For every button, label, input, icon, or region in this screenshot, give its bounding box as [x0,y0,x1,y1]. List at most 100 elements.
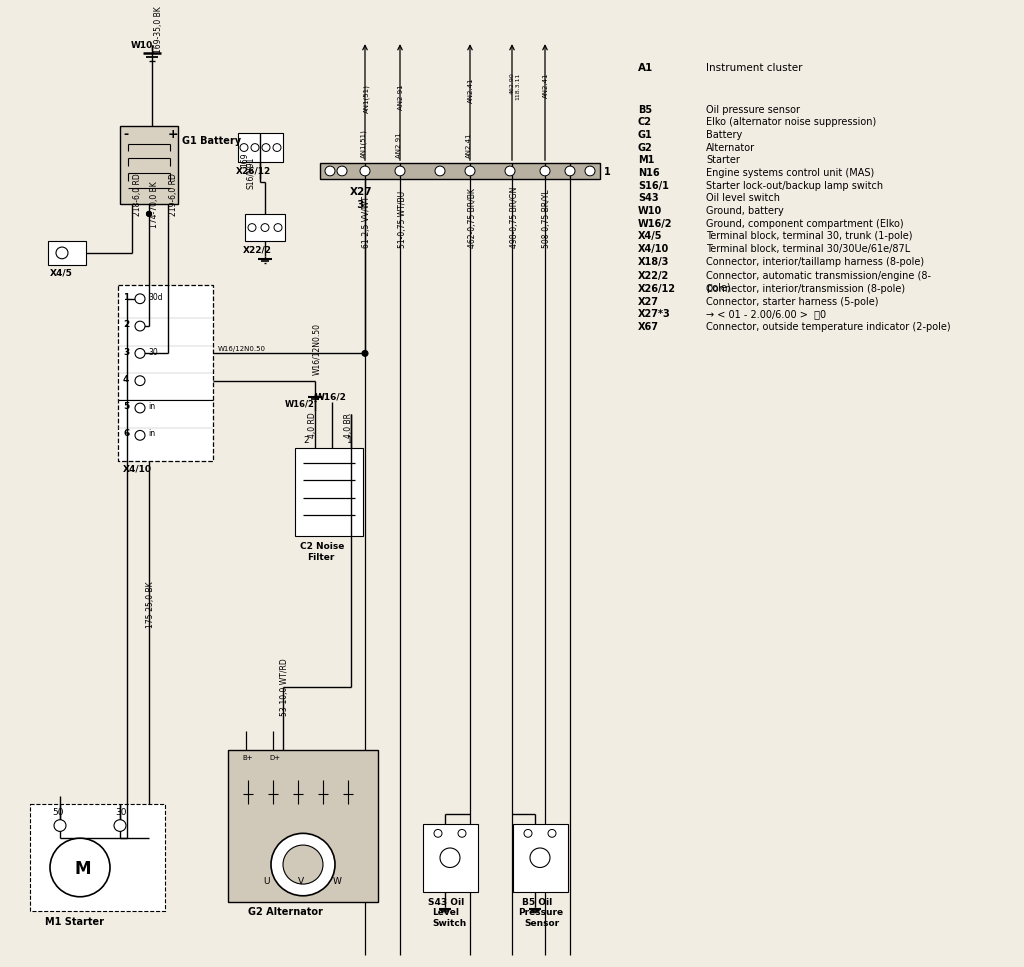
Circle shape [395,166,406,176]
Circle shape [362,350,368,356]
Circle shape [135,294,145,304]
Text: Ground, component compartment (Elko): Ground, component compartment (Elko) [706,219,903,229]
Circle shape [540,166,550,176]
Text: Oil pressure sensor: Oil pressure sensor [706,104,800,115]
Text: G2: G2 [638,143,652,153]
Text: V: V [298,877,304,886]
Text: 5: 5 [123,402,129,411]
Text: X4/10: X4/10 [638,244,670,254]
Text: → < 01 - 2.00/6.00 >  ⑀0: → < 01 - 2.00/6.00 > ⑀0 [706,309,826,319]
Text: X22/2: X22/2 [243,245,272,254]
Text: AN1(51): AN1(51) [362,84,370,113]
Text: Connector, interior/taillamp harness (8-pole): Connector, interior/taillamp harness (8-… [706,257,924,267]
Text: X27*3: X27*3 [638,309,671,319]
Text: Terminal block, terminal 30, trunk (1-pole): Terminal block, terminal 30, trunk (1-po… [706,231,912,242]
Text: 3: 3 [350,200,365,210]
Circle shape [146,212,152,217]
Circle shape [54,820,66,832]
Text: Oil level switch: Oil level switch [706,193,780,203]
Text: 4,0 BR: 4,0 BR [344,413,353,438]
Text: -: - [123,128,128,141]
Polygon shape [294,784,302,794]
Circle shape [50,838,110,896]
Text: X26/12: X26/12 [638,284,676,294]
Text: 1: 1 [604,167,610,177]
Text: W16/12N0.50: W16/12N0.50 [218,345,266,352]
Circle shape [458,830,466,837]
Circle shape [274,223,282,231]
Circle shape [524,830,532,837]
Text: 50: 50 [52,808,63,817]
Text: Connector, automatic transmission/engine (8-
pole): Connector, automatic transmission/engine… [706,272,931,293]
Text: 30d: 30d [148,293,163,302]
Text: N16: N16 [638,168,659,178]
Circle shape [283,845,323,884]
Polygon shape [269,784,278,794]
Polygon shape [344,784,352,794]
Text: AN1(51): AN1(51) [360,130,367,159]
Text: 169: 169 [240,153,249,167]
Text: W16/2: W16/2 [638,219,673,229]
Text: S16/1: S16/1 [638,181,669,190]
Text: 3: 3 [123,347,129,357]
Text: C2 Noise: C2 Noise [300,542,344,550]
Circle shape [435,166,445,176]
Circle shape [505,166,515,176]
Circle shape [114,820,126,832]
Text: in: in [148,402,155,411]
Circle shape [440,848,460,867]
Bar [30,805,165,911]
Text: B5: B5 [638,104,652,115]
Text: 462.90
118.3.11: 462.90 118.3.11 [510,73,521,100]
Text: 498-0,75 BR/GN: 498-0,75 BR/GN [510,187,518,248]
Text: X27: X27 [638,297,659,307]
Circle shape [240,144,248,152]
Text: Level: Level [432,908,459,918]
Text: Filter: Filter [307,553,335,563]
Bar [423,824,478,892]
Text: 2: 2 [303,436,308,446]
Text: W10: W10 [131,42,154,50]
Text: Terminal block, terminal 30/30Ue/61e/87L: Terminal block, terminal 30/30Ue/61e/87L [706,244,910,254]
Text: Sensor: Sensor [524,920,559,928]
Text: in: in [148,429,155,438]
Bar [295,448,362,536]
Polygon shape [319,784,327,794]
Text: C2: C2 [638,117,652,128]
Text: X4/5: X4/5 [50,269,73,278]
Circle shape [360,166,370,176]
Circle shape [273,144,281,152]
Text: Ground, battery: Ground, battery [706,206,783,216]
Circle shape [548,830,556,837]
Text: X4/5: X4/5 [638,231,663,242]
Circle shape [251,144,259,152]
Text: Connector, starter harness (5-pole): Connector, starter harness (5-pole) [706,297,879,307]
Text: 61-2,5 VV/WT: 61-2,5 VV/WT [362,196,372,248]
Text: AN2.41: AN2.41 [468,77,474,103]
Circle shape [530,848,550,867]
Text: M1: M1 [638,156,654,165]
Text: AN2.41: AN2.41 [466,132,472,159]
Text: W: W [333,877,342,886]
Text: S43: S43 [638,193,658,203]
Text: X4/10: X4/10 [123,464,152,474]
Circle shape [146,212,152,217]
Circle shape [271,834,335,895]
Text: 169-35,0 BK: 169-35,0 BK [154,6,163,53]
Text: Starter lock-out/backup lamp switch: Starter lock-out/backup lamp switch [706,181,883,190]
Text: Pressure: Pressure [518,908,563,918]
Text: X27: X27 [350,187,373,196]
Text: 30: 30 [148,347,158,357]
Text: X22/2: X22/2 [638,272,670,281]
Text: Battery: Battery [706,130,742,140]
Text: Engine systems control unit (MAS): Engine systems control unit (MAS) [706,168,874,178]
Text: AN2.41: AN2.41 [543,73,549,98]
Text: Alternator: Alternator [706,143,755,153]
Text: 2: 2 [123,320,129,329]
Text: 4,0 RD: 4,0 RD [308,413,317,438]
Text: M: M [75,860,91,878]
Circle shape [135,348,145,358]
Text: B5 Oil: B5 Oil [522,897,552,907]
Text: 4: 4 [123,375,129,384]
Text: 508-0,75 BR/YL: 508-0,75 BR/YL [543,190,552,248]
